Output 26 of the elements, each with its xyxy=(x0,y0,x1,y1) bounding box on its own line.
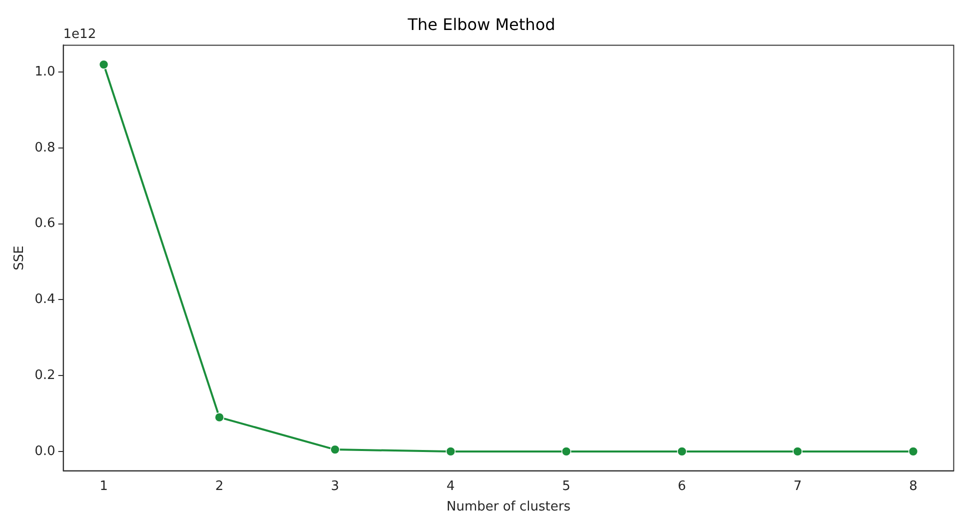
point xyxy=(677,446,687,456)
point xyxy=(98,60,109,70)
point xyxy=(908,446,918,456)
point xyxy=(792,446,802,456)
x-tick-label: 5 xyxy=(562,478,570,494)
x-tick-label: 3 xyxy=(330,478,340,494)
point xyxy=(330,444,340,454)
x-tick-label: 7 xyxy=(793,478,802,494)
y-tick-label: 1.0 xyxy=(34,64,56,80)
y-tick-label: 0.6 xyxy=(34,216,56,232)
y-axis-title: SSE xyxy=(12,246,28,270)
x-tick-label: 2 xyxy=(215,478,224,494)
x-tick-label: 6 xyxy=(678,478,686,494)
y-tick-label: 0.4 xyxy=(34,292,56,308)
point xyxy=(446,446,456,456)
point xyxy=(214,412,224,422)
y-tick-label: 0.8 xyxy=(34,140,56,156)
x-axis-title: Number of clusters xyxy=(446,500,571,515)
y-tick-label: 0.2 xyxy=(34,368,56,383)
text: 1e12 xyxy=(63,27,96,42)
x-tick-label: 4 xyxy=(446,478,455,494)
x-tick-label: 8 xyxy=(909,478,918,494)
y-tick-label: 0.0 xyxy=(34,444,56,459)
point xyxy=(561,446,572,456)
chart-title: The Elbow Method xyxy=(406,14,556,34)
x-tick-label: 1 xyxy=(100,478,108,494)
